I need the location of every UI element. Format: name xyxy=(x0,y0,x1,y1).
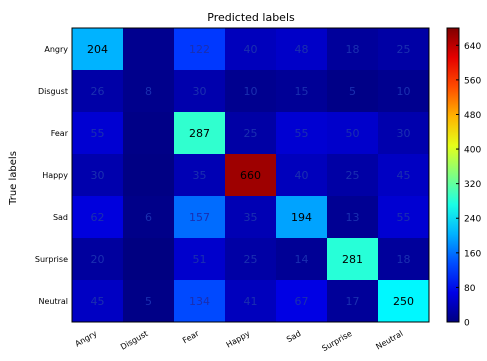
cell-value-label: 30 xyxy=(397,127,411,140)
y-tick-label: Surprise xyxy=(35,255,68,264)
colorbar-gradient xyxy=(447,28,459,322)
cell-value-label: 250 xyxy=(393,295,414,308)
y-axis-label: True labels xyxy=(8,151,19,206)
cell-value-label: 287 xyxy=(189,127,210,140)
cell-value-label: 50 xyxy=(346,127,360,140)
cell-value-label: 62 xyxy=(91,211,105,224)
y-tick-label: Happy xyxy=(42,171,68,180)
colorbar-tick-label: 560 xyxy=(464,76,481,86)
x-tick-label: Surprise xyxy=(320,329,353,353)
colorbar-tick-label: 80 xyxy=(464,284,476,294)
cell-value-label: 204 xyxy=(87,43,108,56)
cell-value-label: 48 xyxy=(295,43,309,56)
cell-value-label: 25 xyxy=(397,43,411,56)
colorbar: 0 80 160 240 320 400 480 560 640 xyxy=(447,28,481,329)
cell-value-label: 18 xyxy=(397,253,411,266)
cell-value-label: 25 xyxy=(244,127,258,140)
x-tick-labels: Angry Disgust Fear Happy Sad Surprise Neutral xyxy=(74,329,405,354)
cell-value-label: 6 xyxy=(145,211,152,224)
heatmap-cell xyxy=(123,28,175,71)
colorbar-tick-label: 640 xyxy=(464,42,481,52)
cell-value-label: 134 xyxy=(189,295,210,308)
y-tick-label: Disgust xyxy=(38,87,68,96)
cell-value-label: 15 xyxy=(295,85,309,98)
cell-value-label: 30 xyxy=(91,169,105,182)
cell-value-label: 40 xyxy=(295,169,309,182)
cell-value-label: 35 xyxy=(244,211,258,224)
heatmap-cell xyxy=(123,154,175,197)
cell-value-label: 40 xyxy=(244,43,258,56)
y-tick-label: Sad xyxy=(53,213,68,222)
y-tick-label: Angry xyxy=(44,45,68,54)
cell-value-label: 281 xyxy=(342,253,363,266)
cell-value-label: 5 xyxy=(349,85,356,98)
x-tick-label: Happy xyxy=(225,329,252,350)
colorbar-tick-label: 400 xyxy=(464,146,481,156)
cell-value-label: 17 xyxy=(346,295,360,308)
cell-value-label: 20 xyxy=(91,253,105,266)
heatmap-cell xyxy=(123,112,175,155)
x-tick-label: Fear xyxy=(181,329,201,346)
cell-value-label: 55 xyxy=(397,211,411,224)
cell-value-label: 41 xyxy=(244,295,258,308)
colorbar-tick-label: 0 xyxy=(464,319,470,329)
colorbar-tick-label: 160 xyxy=(464,249,481,259)
cell-value-label: 18 xyxy=(346,43,360,56)
cell-value-label: 13 xyxy=(346,211,360,224)
cell-value-label: 157 xyxy=(189,211,210,224)
cell-value-label: 30 xyxy=(193,85,207,98)
cell-value-label: 45 xyxy=(91,295,105,308)
colorbar-tick-label: 320 xyxy=(464,180,481,190)
cell-value-label: 660 xyxy=(240,169,261,182)
colorbar-tick-label: 480 xyxy=(464,111,481,121)
cell-value-label: 55 xyxy=(295,127,309,140)
cell-value-label: 10 xyxy=(244,85,258,98)
chart-title: Predicted labels xyxy=(207,11,295,24)
cell-value-label: 122 xyxy=(189,43,210,56)
cell-value-label: 55 xyxy=(91,127,105,140)
cell-value-label: 25 xyxy=(346,169,360,182)
cell-value-label: 5 xyxy=(145,295,152,308)
cell-value-label: 35 xyxy=(193,169,207,182)
cell-value-label: 194 xyxy=(291,211,312,224)
cell-value-label: 14 xyxy=(295,253,309,266)
cell-value-label: 10 xyxy=(397,85,411,98)
x-tick-label: Neutral xyxy=(374,329,404,352)
cell-value-label: 8 xyxy=(145,85,152,98)
x-tick-label: Angry xyxy=(74,329,99,349)
cell-value-label: 25 xyxy=(244,253,258,266)
colorbar-tick-label: 240 xyxy=(464,215,481,225)
y-tick-label: Fear xyxy=(51,129,69,138)
cell-value-label: 51 xyxy=(193,253,207,266)
y-tick-label: Neutral xyxy=(38,297,68,306)
x-tick-label: Sad xyxy=(285,329,303,344)
heatmap-cell xyxy=(123,238,175,281)
y-tick-labels: Angry Disgust Fear Happy Sad Surprise Neutral xyxy=(35,45,69,306)
x-tick-label: Disgust xyxy=(119,329,149,352)
cell-value-label: 45 xyxy=(397,169,411,182)
cell-value-label: 26 xyxy=(91,85,105,98)
cell-value-label: 67 xyxy=(295,295,309,308)
